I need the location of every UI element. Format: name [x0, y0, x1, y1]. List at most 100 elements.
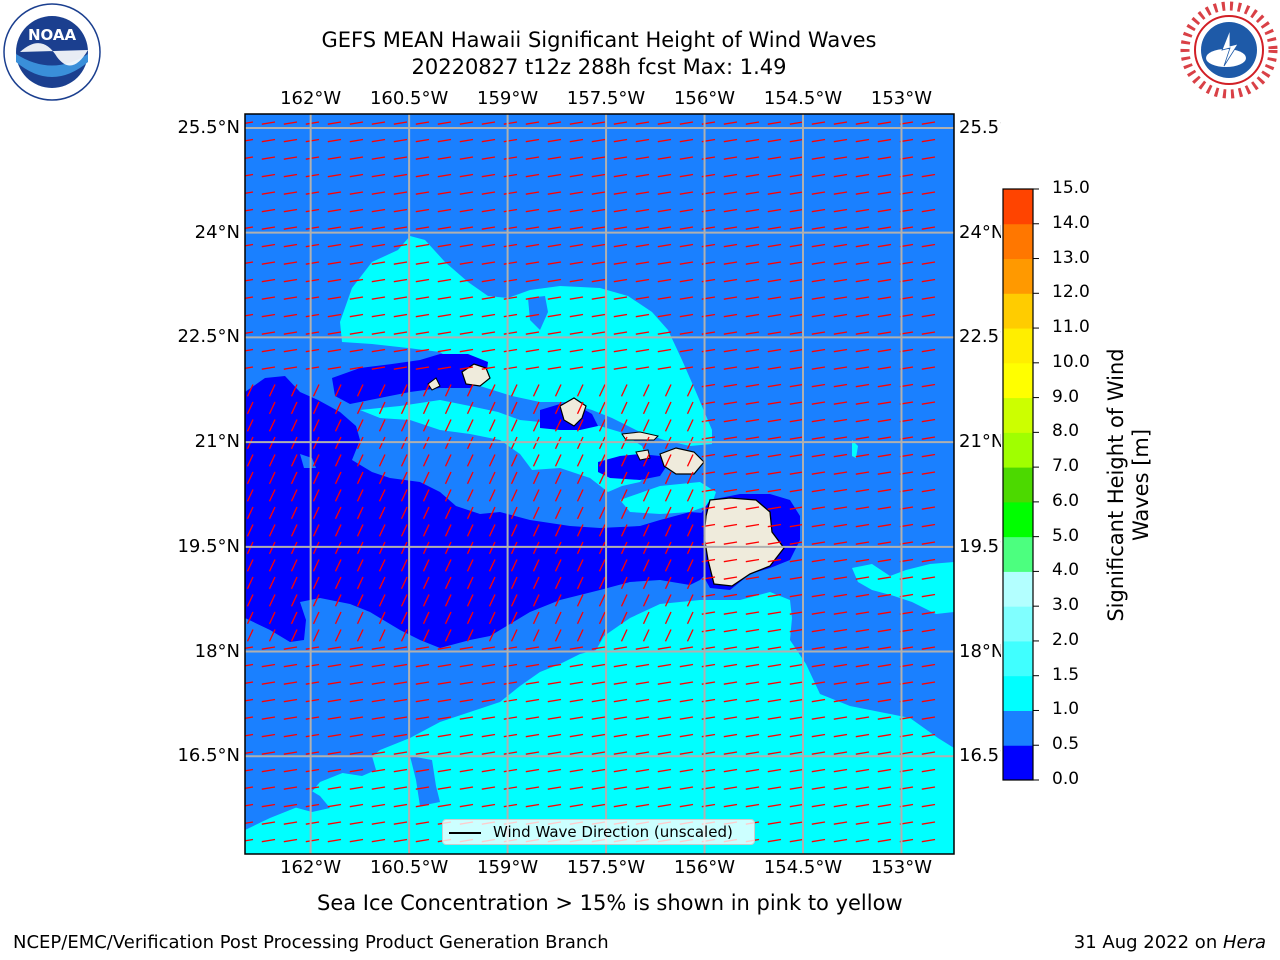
wind-arrow [877, 453, 892, 458]
wind-arrow [245, 173, 254, 177]
wind-arrow [811, 401, 826, 405]
wind-arrow [811, 751, 826, 755]
wind-arrow [422, 629, 430, 642]
wind-arrow [620, 506, 628, 520]
wind-arrow [525, 156, 540, 160]
wind-arrow [855, 838, 870, 843]
wind-arrow [503, 191, 518, 195]
wind-arrow [488, 471, 496, 485]
wind-arrow [686, 629, 694, 642]
wind-arrow [371, 786, 386, 790]
wind-arrow [466, 471, 474, 485]
wind-arrow [532, 471, 540, 485]
wind-arrow [635, 121, 650, 125]
wind-arrow [811, 593, 826, 598]
lon-label-bottom: 154.5°W [763, 857, 843, 878]
wind-arrow [290, 419, 298, 432]
wind-arrow [855, 646, 870, 650]
wind-arrow [877, 698, 892, 703]
colorbar-tick-label: 14.0 [1052, 212, 1090, 233]
wind-arrow [921, 663, 936, 668]
wind-arrow [437, 733, 452, 738]
wind-arrow [488, 506, 496, 520]
wind-arrow [767, 121, 782, 125]
wind-arrow [833, 296, 848, 300]
wind-arrow [745, 681, 760, 685]
wind-arrow [811, 821, 826, 825]
wind-arrow [378, 471, 386, 485]
wind-arrow [371, 208, 386, 213]
wind-arrow [305, 663, 320, 668]
wind-arrow [481, 751, 496, 755]
wind-arrow [723, 261, 738, 265]
wind-arrow [444, 541, 452, 555]
wind-arrow [833, 576, 848, 580]
wind-arrow [855, 261, 870, 265]
wind-arrow [921, 208, 936, 213]
wind-arrow [415, 803, 430, 808]
wind-arrow [547, 681, 562, 685]
wind-arrow [833, 261, 848, 265]
wind-arrow [283, 838, 298, 843]
wind-arrow [591, 716, 606, 720]
wind-arrow [657, 768, 672, 773]
darkblue-region-main [245, 376, 730, 648]
wind-arrow [481, 786, 496, 790]
wind-arrow [598, 611, 606, 625]
wind-arrow [393, 733, 408, 738]
wind-arrow [356, 611, 364, 625]
wind-arrow [877, 611, 892, 615]
wind-arrow [547, 173, 562, 178]
wind-arrow [591, 646, 606, 650]
wind-arrow [554, 506, 562, 520]
wind-arrow [349, 121, 364, 125]
wind-arrow [305, 173, 320, 178]
wind-arrow [745, 786, 760, 790]
wind-arrow [642, 559, 650, 572]
wind-arrow [811, 786, 826, 790]
wind-arrow [378, 401, 386, 415]
wind-arrow [503, 366, 518, 370]
wind-arrow [877, 803, 892, 808]
wind-arrow [745, 191, 760, 195]
wind-arrow [855, 628, 870, 633]
wind-arrow [877, 383, 892, 388]
wind-arrow [400, 401, 408, 415]
wind-arrow [466, 524, 474, 537]
wind-arrow [877, 121, 892, 125]
wind-arrow [921, 296, 936, 300]
lat-label-left: 22.5°N [177, 326, 240, 348]
wind-arrow [503, 768, 518, 773]
cyan-sliver [852, 440, 858, 458]
wind-arrow [349, 313, 364, 318]
wind-arrow [246, 454, 254, 467]
wind-arrow [679, 138, 694, 143]
wind-arrow [569, 803, 584, 808]
wind-arrow [855, 243, 870, 248]
wind-arrow [789, 173, 804, 178]
wind-arrow [613, 173, 628, 178]
wind-arrow [327, 803, 342, 808]
wind-arrow [855, 821, 870, 825]
wind-arrow [525, 663, 540, 668]
wind-arrow [261, 156, 276, 160]
wind-arrow [569, 768, 584, 773]
wind-arrow [532, 506, 540, 520]
wind-arrow [877, 331, 892, 335]
colorbar-segment [1003, 328, 1033, 364]
wind-arrow [767, 558, 782, 563]
wind-arrow [245, 646, 254, 649]
wind-arrow [686, 541, 694, 555]
wind-arrow [246, 506, 254, 520]
wind-arrow [444, 576, 452, 590]
wind-arrow [327, 121, 342, 125]
wind-arrow [789, 156, 804, 160]
wind-arrow [855, 121, 870, 125]
wind-arrow [767, 786, 782, 790]
wind-arrow [855, 471, 870, 475]
wind-arrow [789, 541, 804, 545]
wind-arrow [415, 663, 430, 668]
wind-arrow [554, 471, 562, 485]
wind-arrow [921, 383, 936, 388]
wind-arrow [532, 541, 540, 555]
